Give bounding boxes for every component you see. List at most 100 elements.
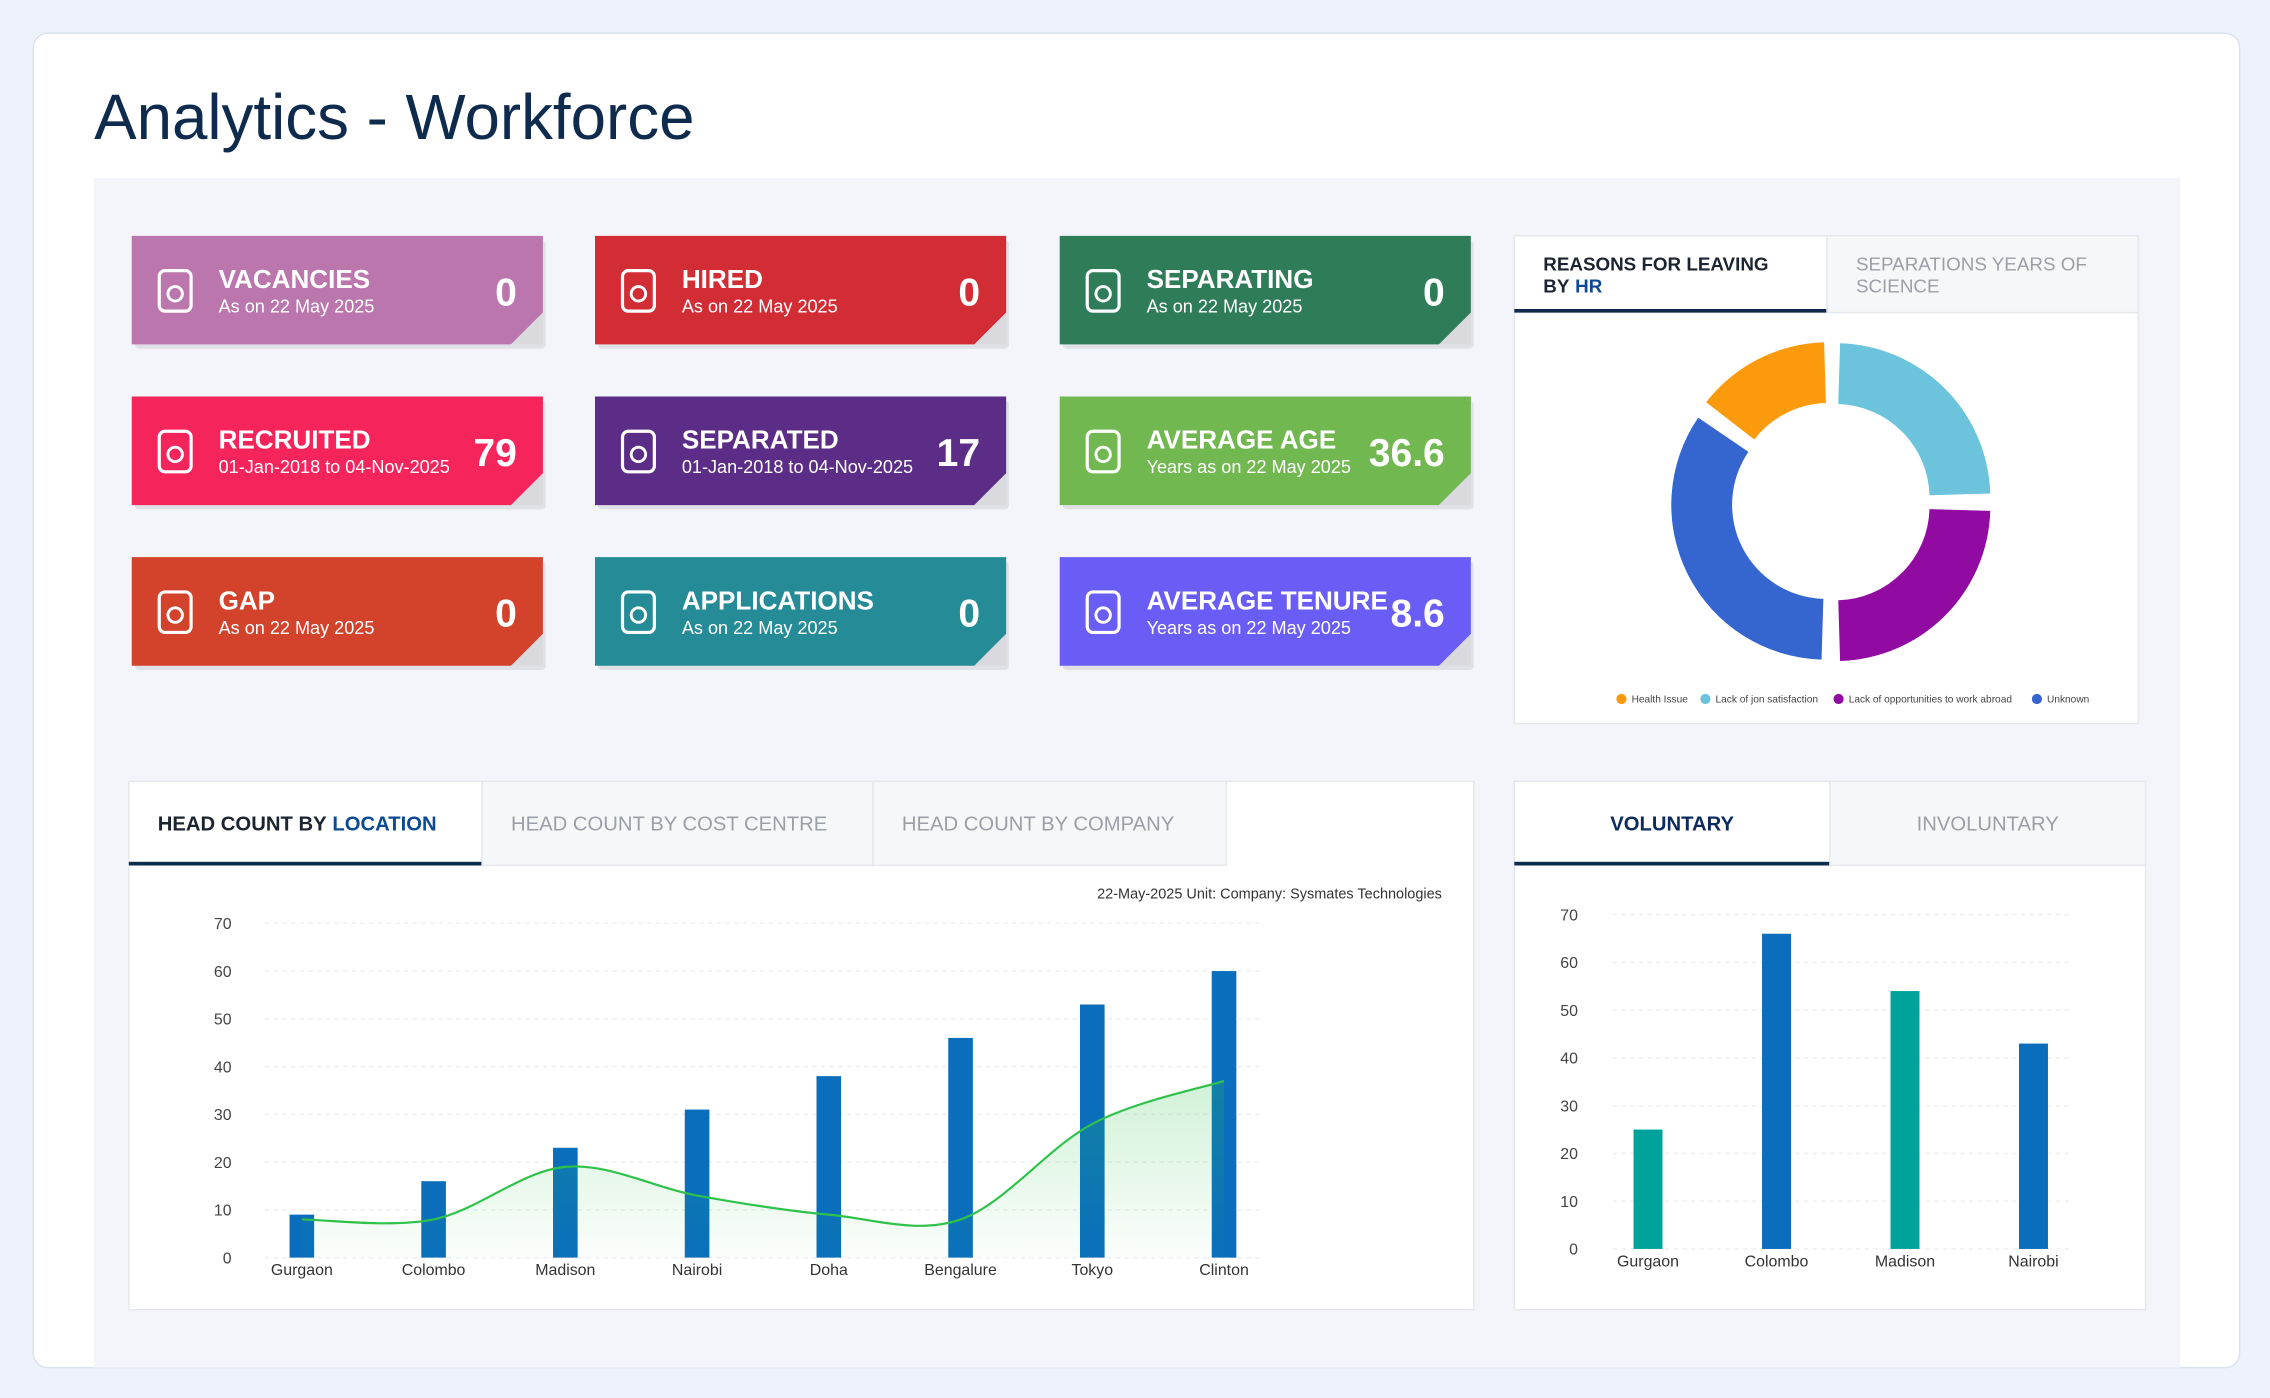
tab-label-part: HR	[1575, 275, 1603, 296]
bar	[1890, 991, 1920, 1249]
line-area	[301, 1080, 1225, 1258]
tab-label: INVOLUNTARY	[1917, 814, 2060, 836]
y-tick-label: 60	[1560, 955, 1578, 972]
tab-label: HEAD COUNT BY LOCATION	[158, 814, 437, 836]
card-title: VACANCIES	[219, 264, 371, 294]
tab	[1513, 780, 1831, 867]
card-icon	[1085, 269, 1121, 313]
tab-label-part: VOLUNTARY	[1610, 814, 1734, 836]
line	[301, 1079, 1225, 1227]
kpi-card: GAP As on 22 May 2025 0	[131, 557, 546, 671]
card-value: 36.6	[1369, 432, 1445, 475]
card-value: 0	[495, 271, 517, 314]
card-icon	[1085, 429, 1121, 474]
tab-label-part: LOCATION	[332, 814, 436, 836]
card-subtitle: 01-Jan-2018 to 04-Nov-2025	[219, 457, 450, 477]
content: VACANCIES As on 22 May 2025 0 HIRED As on 22…	[128, 235, 2147, 1311]
x-tick-label: Clinton	[1199, 1262, 1249, 1279]
card-icon	[1085, 590, 1121, 635]
y-tick-label: 40	[1560, 1051, 1578, 1068]
tab-label-part: HEAD COUNT BY	[158, 814, 327, 836]
card-subtitle: As on 22 May 2025	[682, 297, 838, 317]
y-tick-label: 20	[214, 1155, 232, 1172]
kpi-card: AVERAGE TENURE Years as on 22 May 2025 8.6	[1059, 557, 1474, 671]
y-tick-label: 40	[214, 1059, 232, 1076]
card-fold	[974, 633, 1007, 666]
y-tick-label: 70	[1560, 907, 1578, 924]
card-body	[1059, 396, 1471, 506]
legend-swatch	[1616, 693, 1627, 705]
card-subtitle: As on 22 May 2025	[219, 618, 375, 638]
card-value: 0	[958, 271, 980, 314]
card-fold	[974, 473, 1007, 506]
card-body	[131, 396, 543, 506]
x-tick-label: Madison	[1875, 1253, 1935, 1270]
x-tick-label: Nairobi	[2008, 1253, 2058, 1270]
donut-segment	[1838, 343, 1991, 496]
card-value: 0	[1423, 271, 1445, 314]
card-title: SEPARATED	[682, 425, 839, 455]
donut-segment	[1671, 417, 1824, 660]
bar	[1762, 933, 1791, 1249]
card-icon-dot	[629, 285, 648, 303]
legend-swatch	[2031, 693, 2042, 705]
kpi-card: APPLICATIONS As on 22 May 2025 0	[595, 557, 1010, 671]
card-body	[595, 396, 1007, 506]
card-icon	[157, 429, 193, 474]
y-tick-label: 50	[214, 1012, 232, 1029]
card-title: AVERAGE TENURE	[1147, 585, 1388, 615]
card-body	[1059, 235, 1471, 345]
card-title: RECRUITED	[219, 425, 371, 455]
card-icon-dot	[629, 445, 648, 464]
tab-active-indicator	[1514, 308, 1828, 313]
card-subtitle: As on 22 May 2025	[1147, 297, 1303, 317]
legend-label: Unknown	[2047, 695, 2089, 706]
card-icon-dot	[166, 285, 184, 303]
y-tick-label: 10	[1560, 1194, 1578, 1211]
card-body	[1059, 557, 1471, 666]
card-value: 0	[958, 593, 980, 636]
tab-label-part: REASONS FOR LEAVING	[1543, 254, 1768, 275]
tab-active-indicator	[128, 861, 483, 866]
panel	[1513, 235, 2139, 725]
card-value: 8.6	[1390, 593, 1444, 636]
tab-label: HEAD COUNT BY COST CENTRE	[511, 814, 827, 836]
tab-label-part: BY	[1543, 275, 1570, 296]
x-tick-label: Colombo	[402, 1262, 466, 1279]
card-title: APPLICATIONS	[682, 585, 874, 615]
y-tick-label: 10	[214, 1203, 232, 1220]
y-tick-label: 0	[1569, 1242, 1578, 1259]
card-body	[131, 557, 543, 666]
tab-label: SCIENCE	[1856, 275, 1940, 296]
x-tick-label: Tokyo	[1072, 1262, 1114, 1279]
legend-label: Health Issue	[1632, 695, 1689, 706]
card-icon-dot	[1094, 285, 1112, 303]
tab-label-part: INVOLUNTARY	[1917, 814, 2060, 836]
card-value: 79	[473, 432, 516, 475]
card-body	[595, 235, 1007, 345]
card-icon	[157, 590, 193, 635]
tab-label-part: SCIENCE	[1856, 275, 1940, 296]
card-icon	[620, 590, 656, 635]
tab-label: VOLUNTARY	[1610, 814, 1734, 836]
tab-label-part: HEAD COUNT BY COST CENTRE	[511, 814, 827, 836]
x-tick-label: Doha	[810, 1262, 848, 1279]
tab-label-part: SEPARATIONS YEARS OF	[1856, 254, 2087, 275]
tab	[1826, 235, 2139, 314]
x-tick-label: Bengalure	[924, 1262, 997, 1279]
x-tick-label: Gurgaon	[1617, 1253, 1679, 1270]
tab-label-part: HEAD COUNT BY COMPANY	[902, 814, 1175, 836]
y-tick-label: 70	[214, 916, 232, 933]
card-subtitle: Years as on 22 May 2025	[1147, 618, 1351, 638]
kpi-card: VACANCIES As on 22 May 2025 0	[131, 235, 546, 349]
card-value: 17	[937, 432, 980, 475]
donut-segment	[1838, 509, 1991, 662]
card-fold	[511, 633, 543, 666]
card-body	[131, 235, 543, 345]
bar	[1633, 1129, 1663, 1249]
card-icon	[620, 429, 656, 474]
tab	[128, 780, 483, 867]
tab-label: SEPARATIONS YEARS OF	[1856, 254, 2087, 275]
